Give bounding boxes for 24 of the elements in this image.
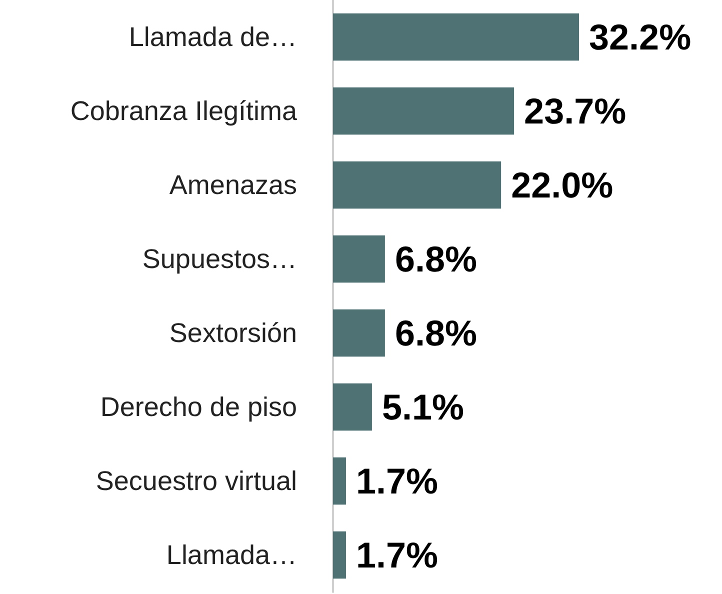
- y-tick-label: Supuestos…: [142, 244, 297, 274]
- y-tick-label: Derecho de piso: [100, 392, 297, 422]
- bar: [333, 383, 372, 431]
- y-tick-label: Secuestro virtual: [96, 466, 297, 496]
- y-tick-label: Llamada de…: [128, 22, 297, 52]
- data-label: 5.1%: [382, 386, 464, 428]
- y-tick-label: Amenazas: [169, 170, 297, 200]
- bar: [333, 457, 346, 505]
- data-label: 22.0%: [511, 164, 614, 206]
- data-label: 1.7%: [356, 460, 438, 502]
- bar: [333, 13, 579, 61]
- bar: [333, 309, 385, 357]
- y-tick-label: Llamada…: [166, 540, 297, 570]
- bar: [333, 235, 385, 283]
- y-tick-label: Cobranza Ilegítima: [70, 96, 298, 126]
- bar: [333, 531, 346, 579]
- bar: [333, 87, 514, 135]
- data-label: 1.7%: [356, 534, 438, 576]
- data-label: 32.2%: [589, 16, 692, 58]
- data-label: 23.7%: [524, 90, 626, 132]
- data-label: 6.8%: [394, 238, 478, 280]
- data-label: 6.8%: [394, 312, 478, 354]
- bar: [333, 161, 502, 209]
- y-tick-label: Sextorsión: [169, 318, 297, 348]
